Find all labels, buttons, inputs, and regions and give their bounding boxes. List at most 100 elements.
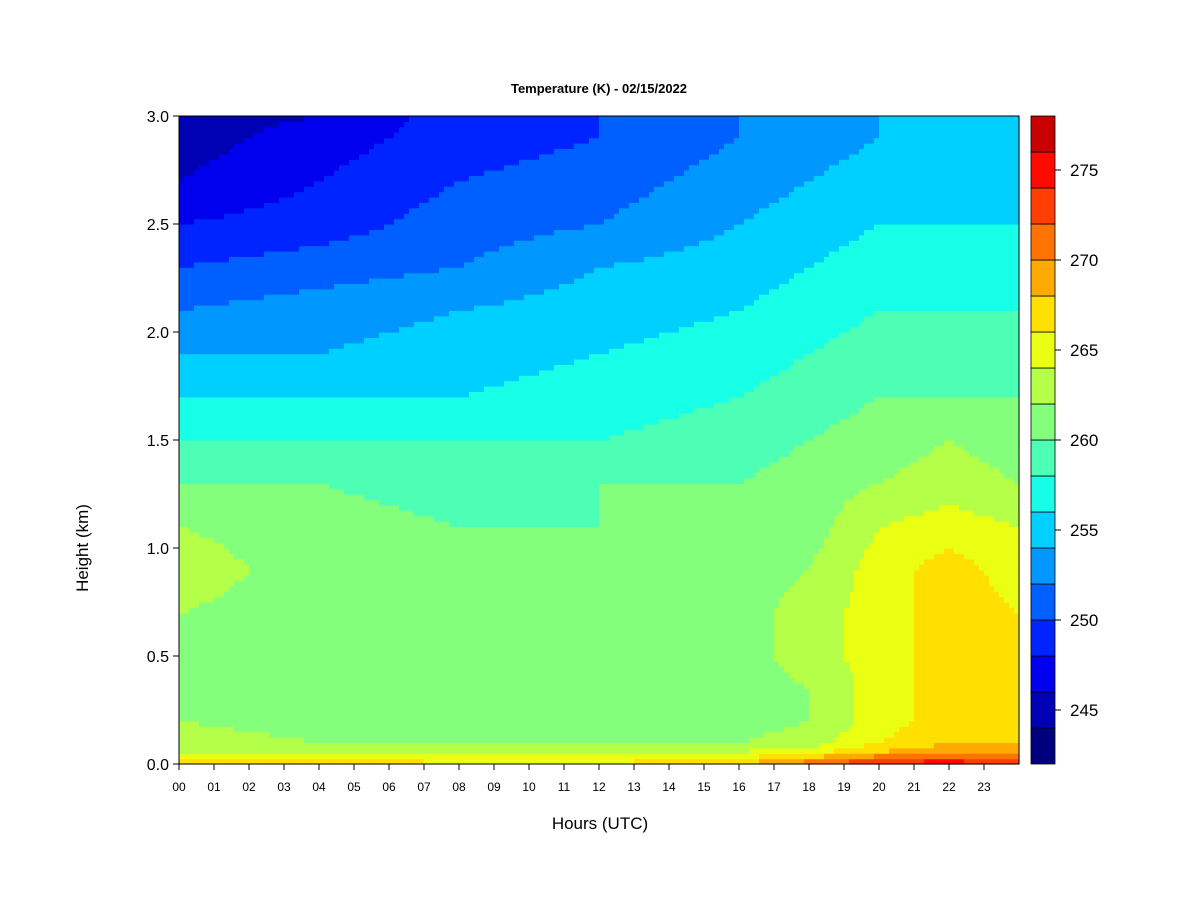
heatmap-cell <box>304 742 310 749</box>
heatmap-cell <box>274 332 280 338</box>
heatmap-cell <box>324 585 330 592</box>
heatmap-cell <box>319 591 325 598</box>
heatmap-cell <box>309 148 315 155</box>
heatmap-cell <box>224 413 230 419</box>
heatmap-cell <box>374 607 380 614</box>
heatmap-cell <box>299 229 305 236</box>
heatmap-cell <box>274 407 280 414</box>
heatmap-cell <box>229 186 235 193</box>
heatmap-cell <box>374 299 380 306</box>
heatmap-cell <box>239 650 245 657</box>
heatmap-cell <box>339 672 345 679</box>
heatmap-cell <box>304 666 310 673</box>
heatmap-cell <box>224 477 230 484</box>
heatmap-cell <box>359 213 365 220</box>
heatmap-cell <box>264 575 270 581</box>
heatmap-cell <box>339 531 345 538</box>
heatmap-cell <box>309 202 315 209</box>
heatmap-cell <box>329 467 335 473</box>
heatmap-cell <box>184 256 190 263</box>
heatmap-cell <box>229 672 235 679</box>
heatmap-cell <box>209 386 215 392</box>
heatmap-cell <box>309 186 315 193</box>
heatmap-cell <box>384 407 390 414</box>
heatmap-cell <box>354 240 360 247</box>
heatmap-cell <box>344 418 350 425</box>
heatmap-cell <box>214 521 220 527</box>
heatmap-cell <box>384 580 390 587</box>
heatmap-cell <box>354 251 360 257</box>
heatmap-cell <box>254 413 260 419</box>
heatmap-cell <box>219 402 225 409</box>
heatmap-cell <box>209 450 215 457</box>
heatmap-cell <box>344 558 350 565</box>
heatmap-cell <box>344 488 350 495</box>
heatmap-cell <box>259 213 265 220</box>
heatmap-cell <box>379 753 385 760</box>
heatmap-cell <box>359 337 365 344</box>
heatmap-cell <box>279 288 285 295</box>
heatmap-cell <box>244 180 250 187</box>
heatmap-cell <box>329 677 335 684</box>
heatmap-cell <box>209 283 215 290</box>
heatmap-cell <box>259 580 265 587</box>
heatmap-cell <box>269 504 275 511</box>
heatmap-cell <box>234 180 240 187</box>
heatmap-cell <box>339 753 345 760</box>
heatmap-cell <box>279 472 285 479</box>
heatmap-cell <box>349 575 355 581</box>
heatmap-cell <box>329 315 335 322</box>
heatmap-cell <box>299 364 305 371</box>
heatmap-cell <box>324 618 330 625</box>
heatmap-cell <box>254 488 260 495</box>
heatmap-cell <box>254 688 260 695</box>
heatmap-cell <box>184 121 190 128</box>
heatmap-cell <box>369 607 375 614</box>
heatmap-cell <box>384 639 390 646</box>
heatmap-cell <box>384 369 390 376</box>
heatmap-cell <box>339 116 345 122</box>
heatmap-cell <box>199 170 205 176</box>
heatmap-cell <box>199 429 205 436</box>
heatmap-cell <box>289 413 295 419</box>
heatmap-cell <box>269 521 275 527</box>
heatmap-cell <box>314 267 320 274</box>
heatmap-cell <box>309 461 315 468</box>
heatmap-cell <box>199 348 205 355</box>
heatmap-cell <box>319 153 325 160</box>
heatmap-cell <box>279 391 285 398</box>
heatmap-cell <box>194 645 200 652</box>
heatmap-cell <box>289 558 295 565</box>
heatmap-cell <box>249 580 255 587</box>
heatmap-cell <box>284 483 290 490</box>
heatmap-cell <box>209 191 215 198</box>
heatmap-cell <box>194 445 200 452</box>
heatmap-cell <box>249 623 255 630</box>
heatmap-cell <box>349 353 355 360</box>
heatmap-cell <box>209 650 215 657</box>
heatmap-cell <box>219 521 225 527</box>
heatmap-cell <box>244 515 250 522</box>
heatmap-cell <box>219 148 225 155</box>
heatmap-cell <box>209 715 215 722</box>
heatmap-cell <box>319 731 325 738</box>
heatmap-cell <box>249 731 255 738</box>
heatmap-cell <box>244 261 250 268</box>
heatmap-cell <box>204 553 210 560</box>
heatmap-cell <box>179 591 185 598</box>
heatmap-cell <box>359 364 365 371</box>
heatmap-cell <box>249 132 255 139</box>
heatmap-cell <box>299 386 305 392</box>
heatmap-cell <box>309 504 315 511</box>
heatmap-cell <box>179 267 185 274</box>
heatmap-cell <box>234 364 240 371</box>
heatmap-cell <box>189 186 195 193</box>
heatmap-cell <box>354 375 360 382</box>
heatmap-cell <box>289 391 295 398</box>
heatmap-cell <box>234 483 240 490</box>
heatmap-cell <box>264 569 270 576</box>
heatmap-cell <box>254 477 260 484</box>
heatmap-cell <box>249 720 255 727</box>
heatmap-cell <box>309 272 315 279</box>
heatmap-cell <box>334 159 340 166</box>
